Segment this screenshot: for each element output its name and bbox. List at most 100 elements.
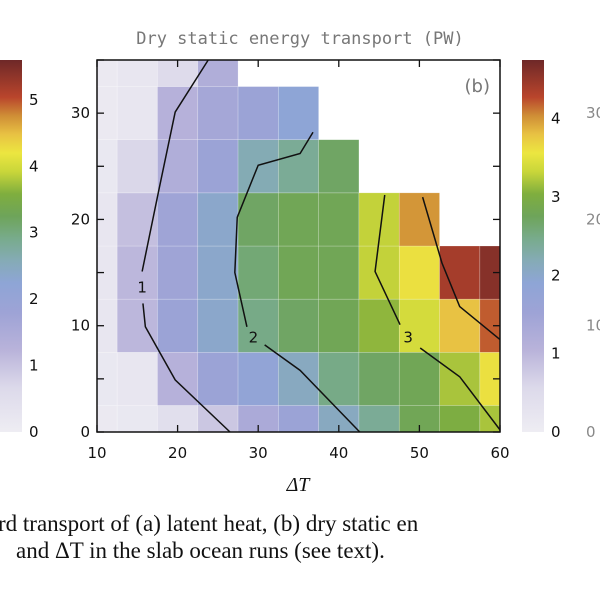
- heatmap-cell: [116, 298, 158, 353]
- x-tick-label: 40: [329, 444, 348, 462]
- heatmap-cell: [318, 298, 360, 353]
- heatmap-cell: [197, 192, 239, 247]
- colorbar-a-ticks: 0 1 2 3 4 5: [29, 91, 39, 441]
- heatmap-cell: [96, 59, 118, 87]
- colorbar-tick-label: 0: [551, 423, 561, 441]
- colorbar-a: [0, 60, 22, 432]
- heatmap-cell: [439, 405, 481, 433]
- x-tick-label: 20: [168, 444, 187, 462]
- x-tick-label: 60: [490, 444, 509, 462]
- colorbar-tick-label: 2: [551, 266, 561, 284]
- heatmap-cell: [278, 405, 319, 433]
- heatmap-cell: [116, 405, 158, 433]
- heatmap-cell: [358, 405, 400, 433]
- heatmap-cell: [278, 351, 319, 406]
- heatmap-cell: [197, 245, 239, 300]
- heatmap-cell: [358, 245, 400, 300]
- heatmap-cell: [278, 298, 319, 353]
- y-tick-label: 10: [71, 317, 90, 335]
- contour-label: 2: [249, 328, 259, 346]
- heatmap-cell: [278, 139, 319, 194]
- heatmap-cell: [278, 86, 319, 141]
- heatmap-cell: [318, 351, 360, 406]
- y-tick-label: 0: [80, 423, 90, 441]
- colorbar-tick-label: 4: [29, 157, 39, 175]
- caption-line-1: rd transport of (a) latent heat, (b) dry…: [0, 511, 419, 536]
- plot-frame: [96, 59, 501, 433]
- heatmap-cell: [197, 351, 239, 406]
- heatmap-cell: [237, 351, 279, 406]
- y-tick-label: 20: [71, 210, 90, 228]
- colorbar-tick-label: 3: [29, 224, 39, 242]
- heatmap-cell: [358, 351, 400, 406]
- heatmap-cell: [197, 405, 239, 433]
- contour-line-1: [141, 59, 209, 272]
- right-axis-tick-label: 10: [586, 317, 600, 335]
- heatmap-cell: [237, 86, 279, 141]
- colorbar-tick-label: 0: [29, 423, 39, 441]
- y-tick-label: 30: [71, 104, 90, 122]
- colorbar-tick-label: 2: [29, 290, 39, 308]
- right-partial-axis-ticks: 30 20 10 0: [586, 104, 600, 441]
- heatmap-cell: [237, 298, 279, 353]
- heatmap-cell: [237, 192, 279, 247]
- heatmap-cell: [116, 139, 158, 194]
- heatmap-cell: [157, 298, 199, 353]
- heatmap-cell: [439, 351, 481, 406]
- x-tick-label: 10: [87, 444, 106, 462]
- heatmap-cell: [278, 245, 319, 300]
- heatmap-cell: [318, 245, 360, 300]
- right-axis-tick-label: 30: [586, 104, 600, 122]
- chart-title: Dry static energy transport (PW): [136, 29, 464, 49]
- heatmap-cell: [116, 86, 158, 141]
- contour-line-4: [421, 196, 501, 341]
- heatmap-cell: [157, 86, 199, 141]
- contour-line-2: [234, 131, 314, 327]
- heatmap-cell: [398, 192, 440, 247]
- contour-line-3: [419, 347, 501, 431]
- colorbar-tick-label: 5: [29, 91, 39, 109]
- heatmap-cell: [358, 298, 400, 353]
- colorbar-tick-label: 1: [551, 345, 561, 363]
- heatmap-cell: [278, 192, 319, 247]
- caption-line-2: and ΔT in the slab ocean runs (see text)…: [16, 538, 385, 563]
- heatmap-cell: [479, 405, 501, 433]
- heatmap-cell: [157, 245, 199, 300]
- x-tick-label: 30: [249, 444, 268, 462]
- heatmap-cell: [116, 192, 158, 247]
- contour-line-3: [374, 194, 401, 325]
- heatmap-cell: [398, 351, 440, 406]
- panel-label: (b): [465, 76, 490, 97]
- colorbar-tick-label: 1: [29, 357, 39, 375]
- heatmap-cell: [96, 405, 118, 433]
- heatmap-cell: [197, 298, 239, 353]
- heatmap-cell: [318, 192, 360, 247]
- heatmap-cell: [398, 245, 440, 300]
- contour-lines: 1 2 3: [137, 59, 501, 433]
- heatmap-cell: [116, 351, 158, 406]
- heatmap-cell: [398, 298, 440, 353]
- right-axis-tick-label: 20: [586, 210, 600, 228]
- contour-label: 1: [137, 278, 147, 296]
- colorbar-tick-label: 4: [551, 110, 561, 128]
- right-axis-tick-label: 0: [586, 423, 596, 441]
- x-tick-label: 50: [410, 444, 429, 462]
- heatmap-cell: [318, 139, 360, 194]
- heatmap-cells: [96, 59, 501, 433]
- contour-line-1: [142, 303, 231, 433]
- heatmap-cell: [197, 59, 239, 87]
- contour-label: 3: [403, 328, 413, 346]
- axis-ticks: 10 20 30 40 50 60 0 10 20 30: [71, 59, 510, 462]
- heatmap-cell: [116, 59, 158, 87]
- colorbar-b-ticks: 0 1 2 3 4: [551, 110, 561, 441]
- heatmap-cell: [116, 245, 158, 300]
- contour-line-2: [264, 344, 361, 433]
- heatmap-cell: [197, 86, 239, 141]
- heatmap-cell: [157, 192, 199, 247]
- heatmap-cell: [237, 245, 279, 300]
- heatmap-cell: [197, 139, 239, 194]
- colorbar-b: [522, 60, 544, 432]
- colorbar-tick-label: 3: [551, 188, 561, 206]
- x-axis-label: ΔT: [286, 474, 312, 496]
